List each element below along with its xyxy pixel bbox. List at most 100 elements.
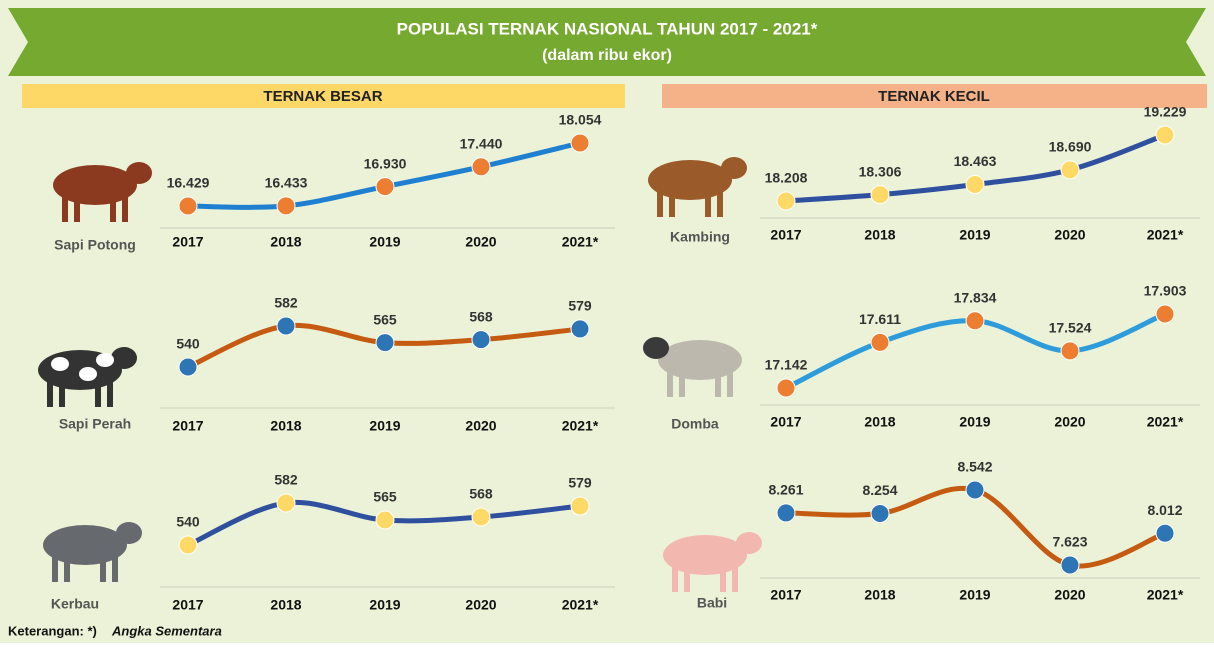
x-tick-label: 2017 bbox=[172, 234, 203, 250]
x-tick-label: 2017 bbox=[770, 587, 801, 603]
x-tick-label: 2018 bbox=[864, 414, 895, 430]
data-point bbox=[1060, 341, 1080, 361]
data-point bbox=[375, 333, 395, 353]
animal-illustration bbox=[663, 532, 762, 592]
animal-part bbox=[100, 550, 106, 582]
data-label: 16.433 bbox=[265, 175, 308, 191]
x-tick-label: 2018 bbox=[270, 234, 301, 250]
data-point bbox=[776, 378, 796, 398]
x-tick-label: 2018 bbox=[270, 418, 301, 434]
data-label: 8.012 bbox=[1147, 502, 1182, 518]
x-tick-label: 2021* bbox=[562, 597, 599, 613]
animal-part bbox=[658, 340, 742, 380]
data-point bbox=[965, 175, 985, 195]
animal-label: Kambing bbox=[670, 229, 730, 245]
x-tick-label: 2019 bbox=[959, 227, 990, 243]
animal-part bbox=[47, 375, 53, 407]
data-label: 16.429 bbox=[167, 175, 210, 191]
animal-part bbox=[684, 560, 690, 592]
x-tick-label: 2020 bbox=[1054, 414, 1085, 430]
data-label: 8.542 bbox=[957, 459, 992, 475]
data-point bbox=[570, 133, 590, 153]
animal-label: Sapi Potong bbox=[54, 237, 136, 253]
x-tick-label: 2020 bbox=[1054, 227, 1085, 243]
data-label: 568 bbox=[469, 486, 493, 502]
header-subtitle: (dalam ribu ekor) bbox=[542, 47, 672, 64]
data-point bbox=[776, 503, 796, 523]
data-point bbox=[776, 191, 796, 211]
data-label: 17.834 bbox=[954, 289, 997, 305]
animal-illustration bbox=[53, 162, 152, 222]
animal-part bbox=[667, 365, 673, 397]
x-tick-label: 2021* bbox=[562, 234, 599, 250]
note-text: Angka Sementara bbox=[111, 623, 222, 638]
animal-part bbox=[59, 375, 65, 407]
animal-illustration bbox=[38, 347, 137, 407]
data-label: 18.690 bbox=[1049, 139, 1092, 155]
section-title: TERNAK BESAR bbox=[263, 88, 382, 105]
data-point bbox=[570, 496, 590, 516]
animal-part bbox=[110, 190, 116, 222]
data-point bbox=[375, 510, 395, 530]
data-point bbox=[965, 311, 985, 331]
data-label: 16.930 bbox=[364, 155, 407, 171]
animal-part bbox=[679, 365, 685, 397]
data-label: 17.611 bbox=[859, 311, 901, 327]
data-label: 18.054 bbox=[559, 112, 602, 128]
x-tick-label: 2021* bbox=[1147, 414, 1184, 430]
animal-part bbox=[122, 190, 128, 222]
x-tick-label: 2017 bbox=[770, 414, 801, 430]
x-tick-label: 2021* bbox=[1147, 587, 1184, 603]
data-label: 17.142 bbox=[765, 357, 808, 373]
x-tick-label: 2018 bbox=[864, 227, 895, 243]
animal-part bbox=[657, 185, 663, 217]
data-label: 579 bbox=[568, 298, 592, 314]
header-banner bbox=[8, 8, 1206, 76]
data-label: 582 bbox=[274, 472, 298, 488]
animal-part bbox=[79, 367, 97, 381]
animal-part bbox=[717, 185, 723, 217]
animal-label: Sapi Perah bbox=[59, 416, 131, 432]
animal-part bbox=[669, 185, 675, 217]
animal-part bbox=[715, 365, 721, 397]
data-point bbox=[1060, 160, 1080, 180]
data-point bbox=[375, 177, 395, 197]
animal-label: Kerbau bbox=[51, 596, 99, 612]
data-label: 7.623 bbox=[1052, 534, 1087, 550]
animal-part bbox=[51, 357, 69, 371]
section-bar bbox=[22, 84, 625, 108]
data-point bbox=[570, 319, 590, 339]
animal-part bbox=[74, 190, 80, 222]
data-label: 17.440 bbox=[460, 136, 503, 152]
data-label: 18.306 bbox=[859, 163, 902, 179]
data-label: 540 bbox=[176, 336, 200, 352]
header-title: POPULASI TERNAK NASIONAL TAHUN 2017 - 20… bbox=[397, 19, 818, 38]
data-point bbox=[276, 493, 296, 513]
animal-label: Babi bbox=[697, 595, 727, 611]
animal-part bbox=[720, 560, 726, 592]
data-point bbox=[471, 330, 491, 350]
data-label: 540 bbox=[176, 514, 200, 530]
x-tick-label: 2017 bbox=[770, 227, 801, 243]
animal-part bbox=[736, 532, 762, 554]
x-tick-label: 2019 bbox=[369, 234, 400, 250]
data-label: 568 bbox=[469, 308, 493, 324]
x-tick-label: 2018 bbox=[270, 597, 301, 613]
note-label: Keterangan: *) bbox=[8, 623, 97, 638]
data-point bbox=[471, 157, 491, 177]
x-tick-label: 2019 bbox=[959, 587, 990, 603]
animal-part bbox=[95, 375, 101, 407]
x-tick-label: 2018 bbox=[864, 587, 895, 603]
animal-part bbox=[721, 157, 747, 179]
data-label: 17.524 bbox=[1049, 320, 1092, 336]
animal-part bbox=[126, 162, 152, 184]
x-tick-label: 2021* bbox=[562, 418, 599, 434]
data-point bbox=[870, 332, 890, 352]
x-tick-label: 2019 bbox=[369, 418, 400, 434]
animal-part bbox=[672, 560, 678, 592]
animal-label: Domba bbox=[671, 416, 719, 432]
animal-illustration bbox=[43, 522, 142, 582]
animal-part bbox=[107, 375, 113, 407]
animal-illustration bbox=[643, 337, 742, 397]
x-tick-label: 2020 bbox=[1054, 587, 1085, 603]
